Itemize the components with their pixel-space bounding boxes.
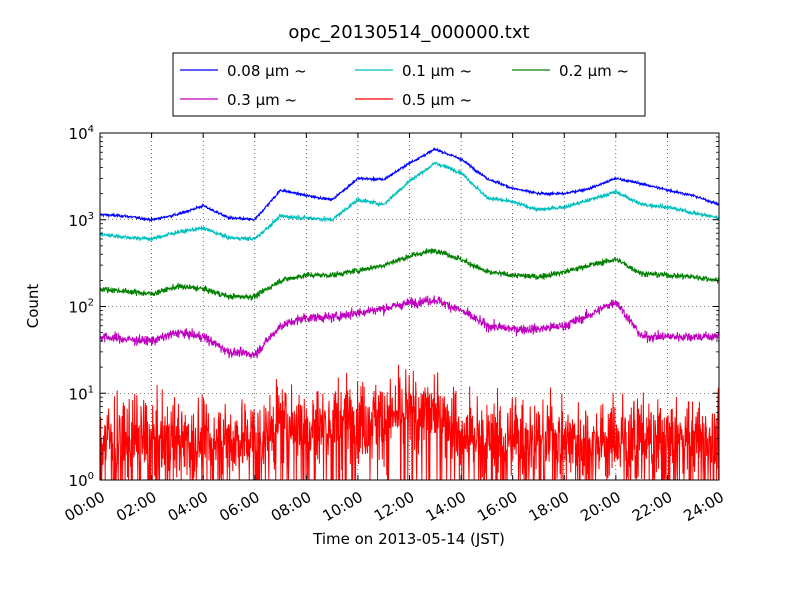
legend-label: 0.3 µm ~ [227,91,297,109]
series-line [100,147,719,223]
y-tick-label: 102 [69,298,94,317]
y-tick-label: 104 [69,124,94,143]
x-tick-label: 08:00 [268,488,314,525]
series-line [100,295,719,359]
legend-label: 0.1 µm ~ [402,62,472,80]
legend-label: 0.2 µm ~ [559,62,629,80]
y-tick-label: 103 [69,211,94,230]
legend-box [172,52,646,117]
legend-label: 0.08 µm ~ [227,62,307,80]
x-tick-label: 06:00 [216,488,262,525]
plot-area [100,147,719,480]
x-tick-label: 00:00 [62,488,108,525]
x-tick-label: 04:00 [165,488,211,525]
x-tick-label: 20:00 [577,488,623,525]
x-tick-label: 16:00 [474,488,520,525]
x-tick-label: 18:00 [526,488,572,525]
x-tick-label: 14:00 [423,488,469,525]
y-tick-label: 101 [69,384,94,403]
x-tick-label: 24:00 [681,488,727,525]
legend-label: 0.5 µm ~ [402,91,472,109]
legend: 0.08 µm ~ 0.1 µm ~ 0.2 µm ~ 0.3 µm ~ 0.5 µm … [172,52,646,117]
series-line [100,364,719,480]
x-tick-label: 12:00 [371,488,417,525]
y-axis-label: Count [24,284,42,329]
x-axis-label: Time on 2013-05-14 (JST) [312,530,505,548]
x-tick-label: 22:00 [629,488,675,525]
series-line [100,247,719,301]
y-tick-label: 100 [69,471,94,490]
x-tick-label: 10:00 [319,488,365,525]
chart-title: opc_20130514_000000.txt [288,22,529,43]
x-tick-label: 02:00 [113,488,159,525]
series-line [100,161,719,243]
